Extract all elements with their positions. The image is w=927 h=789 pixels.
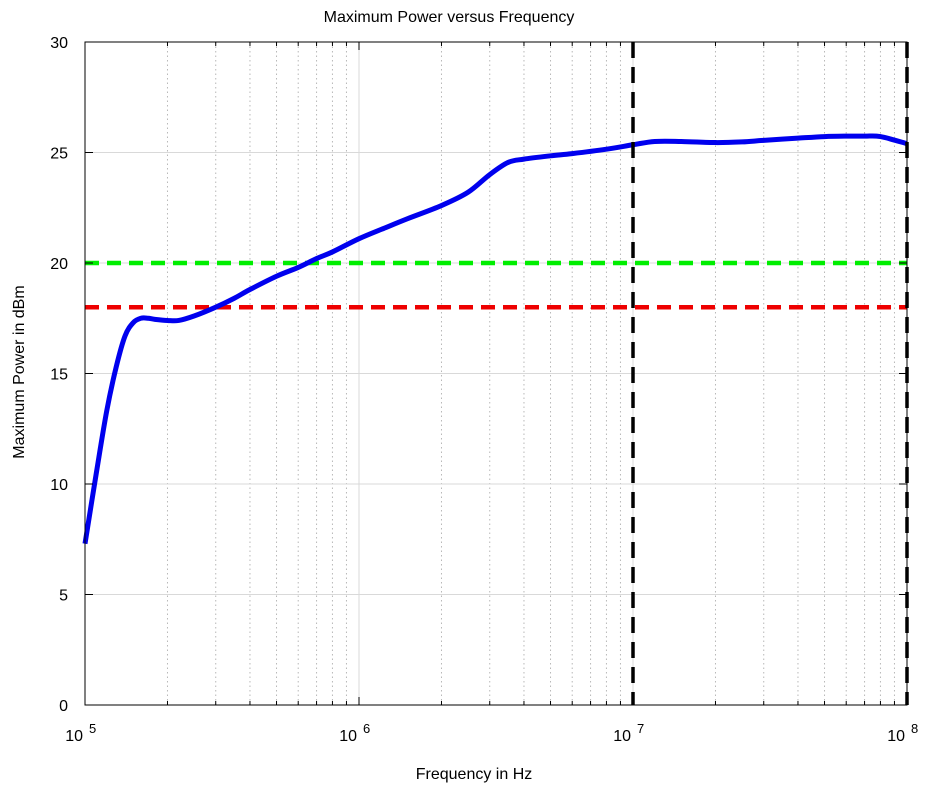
y-tick-label: 0 bbox=[59, 698, 68, 715]
x-tick-label: 10 bbox=[613, 728, 631, 745]
chart-title: Maximum Power versus Frequency bbox=[324, 9, 575, 26]
y-tick-label: 25 bbox=[50, 146, 68, 163]
tick-labels: 10 5 10 6 10 7 10 8 0 5 10 15 20 25 30 bbox=[50, 35, 918, 745]
y-tick-label: 20 bbox=[50, 256, 68, 273]
y-tick-label: 15 bbox=[50, 367, 68, 384]
y-axis-label: Maximum Power in dBm bbox=[11, 285, 28, 458]
y-tick-label: 5 bbox=[59, 588, 68, 605]
series-line-0 bbox=[82, 133, 908, 545]
y-tick-label: 30 bbox=[50, 35, 68, 52]
x-tick-exponent: 8 bbox=[911, 721, 918, 736]
x-tick-label: 10 bbox=[65, 728, 83, 745]
x-tick-exponent: 7 bbox=[637, 721, 644, 736]
ticks bbox=[84, 41, 908, 706]
x-tick-exponent: 5 bbox=[89, 721, 96, 736]
y-tick-label: 10 bbox=[50, 477, 68, 494]
x-tick-exponent: 6 bbox=[363, 721, 370, 736]
x-tick-label: 10 bbox=[339, 728, 357, 745]
x-tick-label: 10 bbox=[887, 728, 905, 745]
x-axis-label: Frequency in Hz bbox=[416, 766, 533, 783]
